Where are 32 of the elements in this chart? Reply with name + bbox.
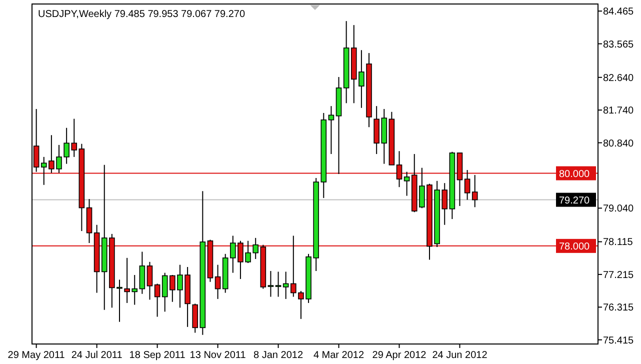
- x-tick-label: 18 Sep 2011: [129, 350, 186, 361]
- y-tick-label: 84.465: [603, 6, 634, 18]
- y-tick-label: 81.740: [603, 106, 634, 117]
- candlestick: [139, 251, 146, 294]
- y-tick-label: 82.640: [603, 72, 634, 84]
- candlestick: [214, 264, 221, 300]
- y-tick-label: 79.040: [603, 204, 634, 215]
- x-tick-label: 13 Nov 2011: [190, 350, 246, 361]
- ref-line-label: 80.000: [559, 168, 590, 180]
- y-tick-label: 77.215: [603, 270, 634, 281]
- text: USDJPY,Weekly 79.485 79.953 79.067 79.270: [38, 9, 246, 20]
- candlestick: [146, 261, 153, 300]
- candlestick: [268, 270, 274, 298]
- ref-line-label: 79.270: [559, 195, 590, 206]
- x-tick-label: 4 Mar 2012: [313, 350, 364, 361]
- y-tick-label: 80.840: [603, 138, 634, 150]
- x-tick-label: 8 Jan 2012: [254, 350, 304, 361]
- y-tick-label: 83.565: [603, 39, 634, 50]
- y-tick-label: 75.415: [603, 335, 634, 346]
- candlestick: [404, 171, 410, 196]
- x-tick-label: 24 Jun 2012: [432, 350, 488, 361]
- candlestick: [192, 303, 198, 334]
- candlestick: [154, 283, 160, 318]
- y-tick-label: 78.115: [603, 237, 634, 248]
- x-tick-label: 29 May 2011: [8, 350, 66, 361]
- x-tick-label: 24 Jul 2011: [71, 350, 123, 361]
- candlestick: [282, 271, 289, 300]
- candlestick: [328, 106, 334, 155]
- x-tick-label: 29 Apr 2012: [372, 350, 427, 361]
- ref-line-label: 78.000: [559, 241, 590, 252]
- candlestick: [275, 271, 282, 298]
- y-tick-label: 76.315: [603, 302, 634, 314]
